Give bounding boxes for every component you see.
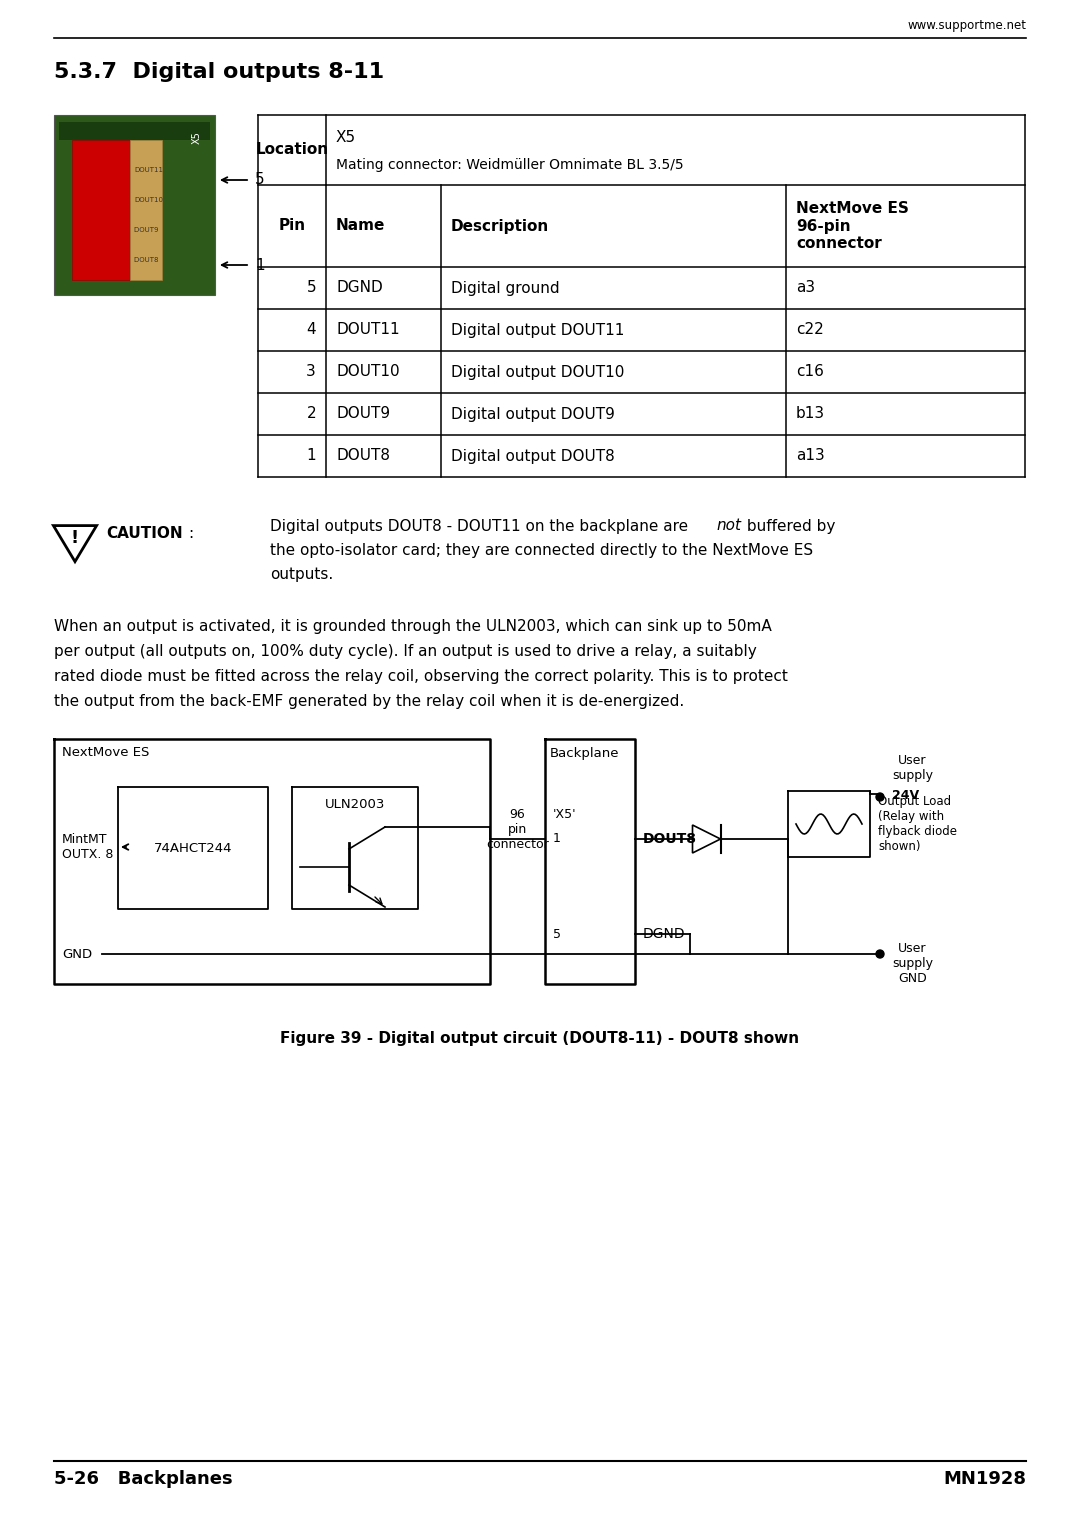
Circle shape [876,794,885,801]
Text: a13: a13 [796,448,825,463]
Text: 5-26   Backplanes: 5-26 Backplanes [54,1469,232,1488]
Bar [130,141,162,280]
Text: NextMove ES
96-pin
connector: NextMove ES 96-pin connector [796,202,909,251]
Text: :: : [189,526,193,541]
Bar [54,115,215,295]
Text: 4: 4 [307,323,316,338]
Polygon shape [692,826,720,853]
Text: rated diode must be fitted across the relay coil, observing the correct polarity: rated diode must be fitted across the re… [54,670,788,683]
Text: outputs.: outputs. [270,567,334,581]
Text: b13: b13 [796,407,825,422]
Text: User
supply
GND: User supply GND [892,942,933,985]
Text: 1: 1 [307,448,316,463]
Text: Digital output DOUT10: Digital output DOUT10 [451,364,624,379]
Text: User
supply: User supply [892,754,933,781]
Text: 5: 5 [553,928,561,940]
Text: X5: X5 [192,131,202,144]
Text: X5: X5 [336,130,356,145]
Text: 2: 2 [307,407,316,422]
Circle shape [876,950,885,959]
Text: Pin: Pin [279,219,306,234]
Bar [72,141,130,280]
Text: DOUT10: DOUT10 [134,197,163,203]
Text: Digital ground: Digital ground [451,280,559,295]
Text: !: ! [71,529,79,547]
Text: DOUT11: DOUT11 [134,167,163,173]
Text: DGND: DGND [336,280,382,295]
Text: Mating connector: Weidmüller Omnimate BL 3.5/5: Mating connector: Weidmüller Omnimate BL… [336,157,684,171]
Text: DOUT10: DOUT10 [336,364,400,379]
Text: Backplane: Backplane [550,746,620,760]
Text: 5: 5 [255,173,265,188]
Text: 96
pin
connector: 96 pin connector [486,807,549,850]
Text: ULN2003: ULN2003 [325,798,386,812]
Text: Digital output DOUT8: Digital output DOUT8 [451,448,615,463]
Text: DOUT9: DOUT9 [336,407,390,422]
Text: Name: Name [336,219,386,234]
Text: 5: 5 [307,280,316,295]
Text: per output (all outputs on, 100% duty cycle). If an output is used to drive a re: per output (all outputs on, 100% duty cy… [54,644,757,659]
Text: NextMove ES: NextMove ES [62,746,149,760]
Text: DOUT9: DOUT9 [134,226,161,232]
Text: Digital output DOUT11: Digital output DOUT11 [451,323,624,338]
Text: Description: Description [451,219,550,234]
Text: the opto-isolator card; they are connected directly to the NextMove ES: the opto-isolator card; they are connect… [270,543,813,558]
Text: Figure 39 - Digital output circuit (DOUT8-11) - DOUT8 shown: Figure 39 - Digital output circuit (DOUT… [281,1032,799,1046]
Text: When an output is activated, it is grounded through the ULN2003, which can sink : When an output is activated, it is groun… [54,619,772,635]
Text: DOUT8: DOUT8 [336,448,390,463]
Text: DGND: DGND [643,927,686,940]
Text: Output Load
(Relay with
flyback diode
shown): Output Load (Relay with flyback diode sh… [878,795,957,853]
Text: MintMT
OUTX. 8: MintMT OUTX. 8 [62,833,113,861]
Text: c22: c22 [796,323,824,338]
Text: Digital outputs DOUT8 - DOUT11 on the backplane are: Digital outputs DOUT8 - DOUT11 on the ba… [270,518,693,534]
Text: 24V: 24V [892,789,919,803]
Text: Location: Location [256,142,328,157]
Text: 1: 1 [553,832,561,846]
Text: c16: c16 [796,364,824,379]
Text: CAUTION: CAUTION [107,526,184,541]
Polygon shape [53,526,96,561]
Text: DOUT8: DOUT8 [643,832,697,846]
Text: MN1928: MN1928 [943,1469,1026,1488]
Bar [59,122,210,141]
Text: 'X5': 'X5' [553,807,577,821]
Text: buffered by: buffered by [742,518,835,534]
Text: GND: GND [62,948,92,960]
Text: 1: 1 [255,257,265,272]
Text: DOUT8: DOUT8 [134,257,161,263]
Text: 74AHCT244: 74AHCT244 [153,841,232,855]
Text: 3: 3 [307,364,316,379]
Text: www.supportme.net: www.supportme.net [907,18,1026,32]
Text: a3: a3 [796,280,815,295]
Text: the output from the back-EMF generated by the relay coil when it is de-energized: the output from the back-EMF generated b… [54,694,685,709]
Text: DOUT11: DOUT11 [336,323,400,338]
Text: Digital output DOUT9: Digital output DOUT9 [451,407,615,422]
Text: not: not [716,518,741,534]
Text: 5.3.7  Digital outputs 8-11: 5.3.7 Digital outputs 8-11 [54,63,384,83]
